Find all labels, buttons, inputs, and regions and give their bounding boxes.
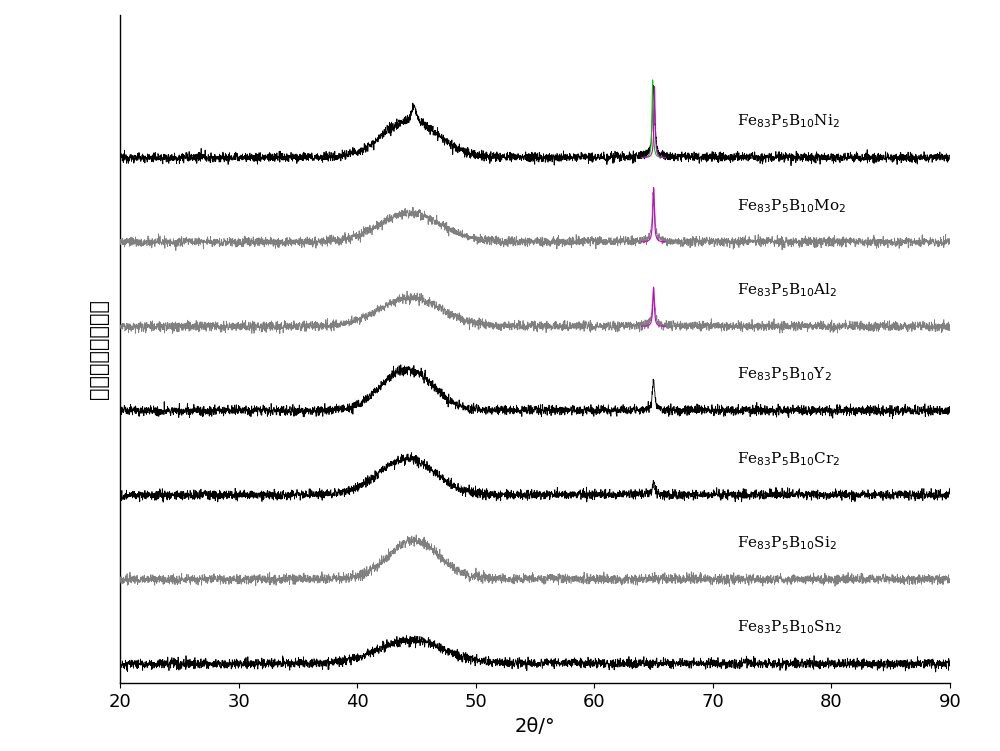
Y-axis label: 强度（任意单位）: 强度（任意单位） (89, 299, 109, 400)
X-axis label: 2θ/°: 2θ/° (515, 716, 555, 736)
Text: Fe$_{83}$P$_5$B$_{10}$Sn$_2$: Fe$_{83}$P$_5$B$_{10}$Sn$_2$ (737, 619, 842, 636)
Text: Fe$_{83}$P$_5$B$_{10}$Mo$_2$: Fe$_{83}$P$_5$B$_{10}$Mo$_2$ (737, 197, 846, 215)
Text: Fe$_{83}$P$_5$B$_{10}$Ni$_2$: Fe$_{83}$P$_5$B$_{10}$Ni$_2$ (737, 113, 839, 130)
Text: Fe$_{83}$P$_5$B$_{10}$Y$_2$: Fe$_{83}$P$_5$B$_{10}$Y$_2$ (737, 366, 831, 383)
Text: Fe$_{83}$P$_5$B$_{10}$Cr$_2$: Fe$_{83}$P$_5$B$_{10}$Cr$_2$ (737, 450, 840, 468)
Text: Fe$_{83}$P$_5$B$_{10}$Si$_2$: Fe$_{83}$P$_5$B$_{10}$Si$_2$ (737, 535, 837, 552)
Text: Fe$_{83}$P$_5$B$_{10}$Al$_2$: Fe$_{83}$P$_5$B$_{10}$Al$_2$ (737, 282, 837, 299)
